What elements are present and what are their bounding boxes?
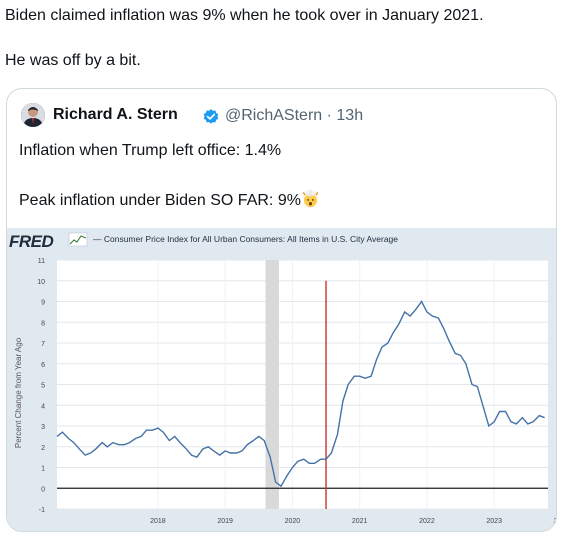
y-tick-labels: -1 0 1 2 3 4 5 6 7 8 9 10 11 [37, 258, 45, 514]
y-tick-label: 10 [37, 279, 45, 286]
series-layer [56, 300, 545, 488]
chart-legend: — Consumer Price Index for All Urban Con… [93, 234, 398, 244]
quoted-text-line-1: Inflation when Trump left office: 1.4% [19, 142, 282, 159]
separator-dot: · [326, 107, 332, 124]
x-tick-label: 2024 [554, 518, 557, 525]
fred-chart-image[interactable]: FRED — Consumer Price Index for All Urba… [7, 228, 557, 531]
y-tick-label: -1 [39, 507, 45, 514]
y-tick-label: 2 [41, 445, 45, 452]
x-tick-label: 2022 [419, 518, 435, 525]
y-axis-label: Percent Change from Year Ago [14, 337, 23, 448]
y-tick-label: 6 [41, 362, 45, 369]
recession-shading [265, 260, 279, 509]
tweet-text-line-2: He was off by a bit. [5, 52, 141, 69]
avatar[interactable] [21, 103, 45, 127]
x-tick-label: 2020 [285, 518, 301, 525]
exploding-head-emoji [302, 190, 319, 208]
x-tick-label: 2019 [217, 518, 233, 525]
y-tick-label: 1 [41, 466, 45, 473]
quoted-tweet-card[interactable]: Richard A. Stern @RichAStern · 13h Infla… [6, 88, 557, 532]
recession-band [265, 260, 279, 509]
author-handle: @RichAStern [225, 107, 323, 124]
y-tick-label: 3 [41, 424, 45, 431]
avatar-image [21, 103, 45, 127]
y-tick-label: 5 [41, 383, 45, 390]
y-tick-label: 7 [41, 341, 45, 348]
quoted-text-line-2: Peak inflation under Biden SO FAR: 9% [19, 189, 320, 211]
fred-logo-graph-icon [68, 232, 88, 247]
x-tick-label: 2018 [150, 518, 166, 525]
cpi-series-line [56, 300, 545, 488]
author-name[interactable]: Richard A. Stern [53, 106, 178, 123]
y-tick-label: 4 [41, 403, 45, 410]
fred-logo: FRED [9, 232, 54, 251]
y-tick-label: 8 [41, 320, 45, 327]
y-tick-label: 9 [41, 300, 45, 307]
tweet-text-line-1: Biden claimed inflation was 9% when he t… [5, 7, 484, 24]
y-tick-label: 0 [41, 486, 45, 493]
quoted-text-line-2-label: Peak inflation under Biden SO FAR: 9% [19, 192, 301, 209]
timestamp[interactable]: 13h [336, 107, 364, 124]
author-handle-and-time[interactable]: @RichAStern · 13h [225, 107, 363, 125]
x-tick-labels: 2018 2019 2020 2021 2022 2023 2024 [150, 518, 557, 525]
x-tick-label: 2021 [352, 518, 368, 525]
fred-chart: FRED — Consumer Price Index for All Urba… [9, 232, 557, 525]
x-tick-label: 2023 [486, 518, 502, 525]
verified-badge-icon [203, 109, 219, 124]
y-tick-label: 11 [38, 258, 45, 265]
